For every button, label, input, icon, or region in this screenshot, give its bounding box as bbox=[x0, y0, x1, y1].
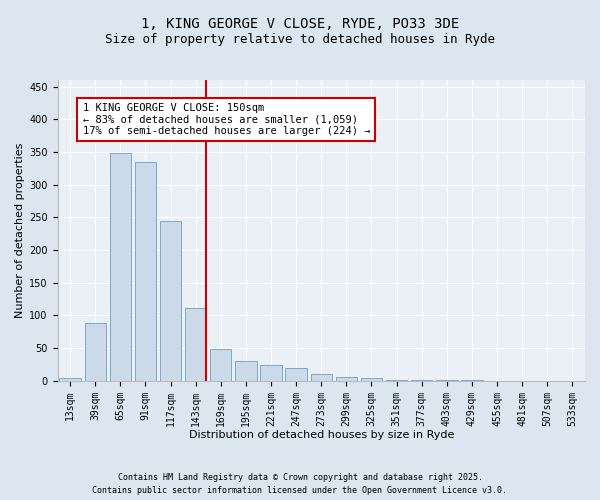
X-axis label: Distribution of detached houses by size in Ryde: Distribution of detached houses by size … bbox=[188, 430, 454, 440]
Y-axis label: Number of detached properties: Number of detached properties bbox=[15, 142, 25, 318]
Bar bbox=[235, 360, 257, 381]
Bar bbox=[85, 324, 106, 381]
Bar bbox=[336, 377, 357, 381]
Text: 1, KING GEORGE V CLOSE, RYDE, PO33 3DE: 1, KING GEORGE V CLOSE, RYDE, PO33 3DE bbox=[141, 18, 459, 32]
Bar bbox=[135, 162, 156, 381]
Bar bbox=[260, 365, 281, 381]
Bar bbox=[436, 380, 458, 381]
Bar bbox=[361, 378, 382, 381]
Bar bbox=[185, 308, 206, 381]
Bar bbox=[160, 220, 181, 381]
Bar bbox=[411, 380, 433, 381]
Bar bbox=[59, 378, 81, 381]
Bar bbox=[461, 380, 482, 381]
Text: Contains HM Land Registry data © Crown copyright and database right 2025.: Contains HM Land Registry data © Crown c… bbox=[118, 472, 482, 482]
Bar bbox=[386, 380, 407, 381]
Text: Contains public sector information licensed under the Open Government Licence v3: Contains public sector information licen… bbox=[92, 486, 508, 495]
Text: 1 KING GEORGE V CLOSE: 150sqm
← 83% of detached houses are smaller (1,059)
17% o: 1 KING GEORGE V CLOSE: 150sqm ← 83% of d… bbox=[83, 103, 370, 136]
Bar bbox=[286, 368, 307, 381]
Text: Size of property relative to detached houses in Ryde: Size of property relative to detached ho… bbox=[105, 32, 495, 46]
Bar bbox=[110, 154, 131, 381]
Bar bbox=[311, 374, 332, 381]
Bar bbox=[210, 350, 232, 381]
